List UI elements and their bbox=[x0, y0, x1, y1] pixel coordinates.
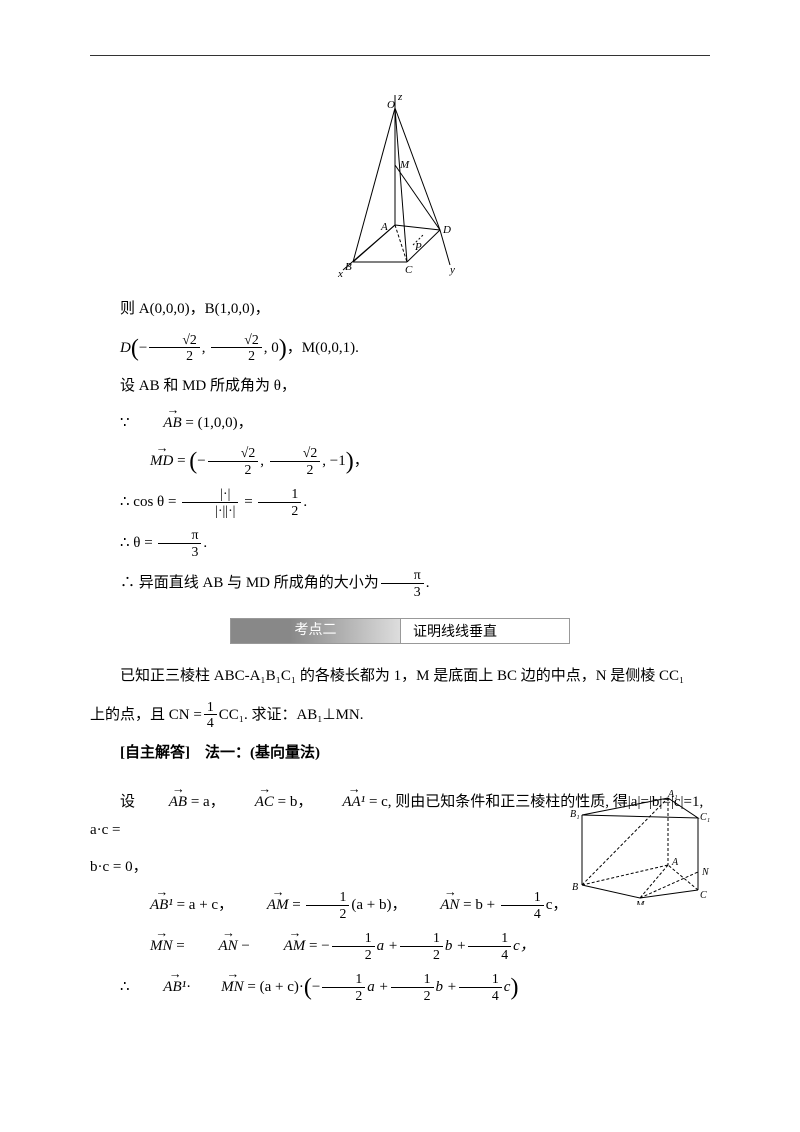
svg-text:C: C bbox=[700, 890, 707, 901]
banner-right: 证明线线垂直 bbox=[400, 618, 570, 644]
svg-text:D: D bbox=[442, 224, 451, 236]
line-vec-md: MD = (−√22, √22, −1)， bbox=[90, 445, 710, 478]
problem-line-2: 上的点，且 CN =14CC₁. 求证：AB₁⊥MN. bbox=[90, 699, 710, 732]
svg-text:N: N bbox=[701, 867, 710, 878]
svg-text:A: A bbox=[380, 221, 388, 233]
problem-line-1: 已知正三棱柱 ABC-A₁B₁C₁ 的各棱长都为 1，M 是底面上 BC 边的中… bbox=[90, 662, 710, 691]
banner-left: 考点二 bbox=[230, 618, 400, 644]
line-coords-ab: 则 A(0,0,0)，B(1,0,0)， bbox=[90, 295, 710, 324]
svg-text:y: y bbox=[449, 264, 455, 276]
line-conclusion: ∴ 异面直线 AB 与 MD 所成角的大小为π3. bbox=[90, 567, 710, 600]
svg-text:A₁: A₁ bbox=[667, 790, 678, 800]
solution-label: [自主解答] 法一：(基向量法) bbox=[90, 739, 710, 768]
svg-text:B₁: B₁ bbox=[570, 809, 580, 820]
pyramid-figure: O z M A B C D P x y bbox=[90, 90, 710, 285]
line-set-theta: 设 AB 和 MD 所成角为 θ， bbox=[90, 372, 710, 401]
line-dot-product: ∴ AB¹·MN = (a + c)·(−12a +12b +14c) bbox=[90, 971, 710, 1004]
svg-text:B: B bbox=[572, 882, 578, 893]
svg-text:x: x bbox=[337, 268, 343, 280]
svg-text:C: C bbox=[405, 264, 413, 276]
svg-text:z: z bbox=[397, 91, 403, 103]
svg-text:M: M bbox=[635, 900, 645, 905]
svg-text:A: A bbox=[671, 857, 679, 868]
line-theta-result: ∴ θ = π3. bbox=[90, 527, 710, 560]
line-coords-d: D(−√22, √22, 0)，M(0,0,1). bbox=[90, 332, 710, 365]
line-mn: MN = AN − AM = −12a +12b +14c， bbox=[90, 930, 710, 963]
line-cos: ∴ cos θ = |·||·||·| = 12. bbox=[90, 486, 710, 519]
svg-text:O: O bbox=[387, 99, 395, 111]
line-vec-ab: ∵ AB = (1,0,0)， bbox=[90, 409, 710, 438]
svg-text:C₁: C₁ bbox=[700, 812, 710, 823]
prism-figure: A₁ B₁ C₁ A B C M N bbox=[560, 790, 710, 910]
svg-text:P: P bbox=[414, 241, 422, 253]
svg-text:B: B bbox=[345, 261, 352, 273]
svg-text:M: M bbox=[399, 159, 410, 171]
topic-banner: 考点二证明线线垂直 bbox=[90, 618, 710, 644]
